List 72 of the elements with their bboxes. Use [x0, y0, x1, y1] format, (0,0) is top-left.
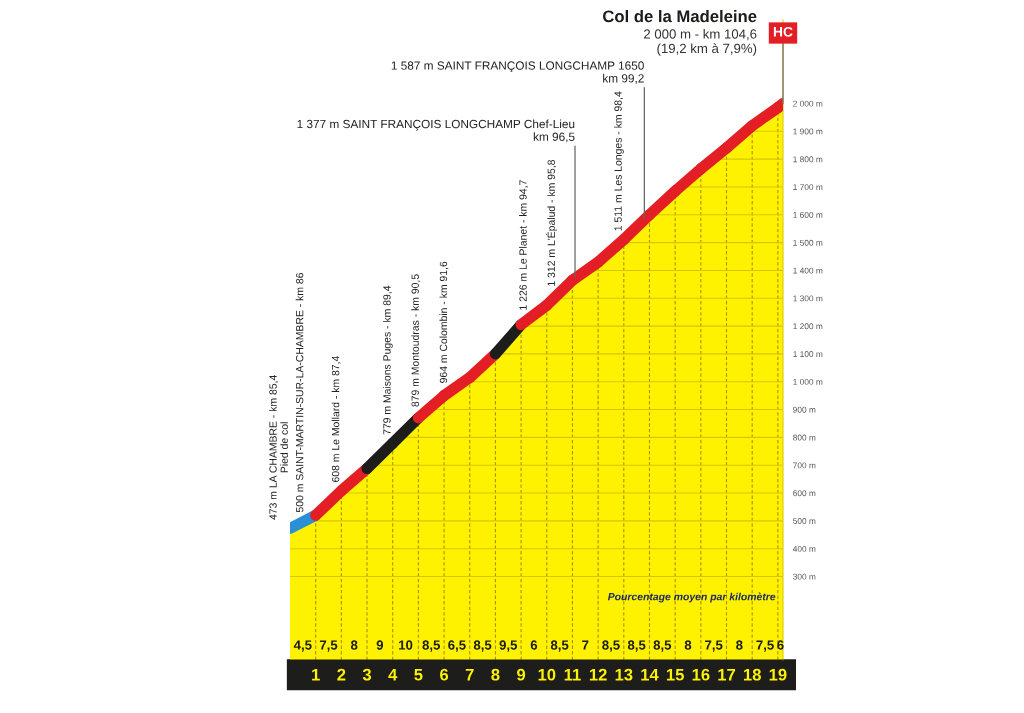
annotation: 4,5 — [293, 640, 312, 652]
annotation: 8 — [736, 640, 743, 650]
annotation: 1 377 m SAINT FRANÇOIS LONGCHAMP Chef-Lieu km 96,5 — [297, 119, 575, 143]
x-tick-label: 7 — [465, 668, 474, 681]
y-tick-label: 1 700 m — [793, 184, 823, 191]
annotation: 779 m Maisons Puges - km 89,4 — [383, 285, 393, 435]
annotation: 7,5 — [319, 640, 338, 652]
y-tick-label: 2 000 m — [793, 100, 823, 107]
y-tick-label: 1 400 m — [793, 267, 823, 274]
y-tick-label: 1 500 m — [793, 239, 823, 246]
annotation: 1 511 m Les Longes - km 98,4 — [614, 91, 624, 231]
annotation: 6 — [777, 640, 784, 650]
annotation: 1 226 m Le Planet - km 94,7 — [519, 180, 528, 310]
x-tick-label: 2 — [337, 668, 346, 681]
annotation: 9 — [376, 640, 384, 650]
annotation: 8 — [350, 640, 358, 650]
annotation: 8,5 — [627, 640, 646, 652]
y-tick-label: 1 800 m — [793, 156, 823, 163]
annotation: 1 312 m L'Épalud - km 95,8 — [545, 159, 558, 286]
annotation: 9,5 — [499, 640, 518, 652]
x-tick-label: 3 — [362, 668, 372, 681]
x-tick-label: 8 — [491, 668, 500, 681]
y-tick-label: 500 m — [793, 518, 816, 524]
annotation: 8,5 — [473, 640, 492, 652]
y-tick-label: 700 m — [793, 462, 816, 469]
annotation: 8,5 — [602, 640, 620, 652]
annotation: 500 m SAINT-MARTIN-SUR-LA-CHAMBRE - km 86 — [295, 272, 304, 513]
x-tick-label: 13 — [615, 668, 633, 681]
annotation: 8 — [684, 640, 692, 650]
x-tick-label: 9 — [517, 668, 526, 681]
x-tick-label: 5 — [414, 668, 423, 681]
text: 2 000 m - km 104,6 (19,2 km à 7,9%) — [644, 29, 757, 56]
x-tick-label: 12 — [589, 668, 607, 681]
chart-title: Col de la Madeleine — [603, 10, 757, 23]
x-tick-label: 10 — [538, 668, 556, 681]
annotation: 6 — [530, 640, 538, 650]
annotation: HC — [773, 26, 793, 37]
annotation: 608 m Le Mollard - km 87,4 — [331, 355, 341, 482]
x-tick-label: 18 — [743, 668, 761, 681]
annotation: 7 — [582, 640, 589, 650]
y-tick-label: 600 m — [793, 490, 816, 497]
y-tick-label: 900 m — [793, 406, 816, 413]
annotation: 473 m LA CHAMBRE - km 85,4 Pied de col — [269, 375, 288, 520]
annotation: 1 587 m SAINT FRANÇOIS LONGCHAMP 1650 km 99,2 — [391, 61, 644, 84]
x-tick-label: 16 — [692, 668, 710, 681]
annotation: 8,5 — [422, 640, 441, 652]
annotation: 7,5 — [756, 640, 774, 652]
annotation: 10 — [399, 640, 413, 650]
y-tick-label: 400 m — [792, 545, 816, 552]
annotation: 964 m Colombin - km 91,6 — [439, 261, 449, 383]
y-tick-label: 1 900 m — [793, 128, 823, 135]
annotation: 879 m Montoudras - km 90,5 — [411, 274, 421, 407]
annotation: 6,5 — [448, 640, 466, 652]
x-tick-label: 15 — [666, 668, 684, 681]
x-tick-label: 14 — [641, 668, 659, 681]
x-tick-label: 19 — [769, 668, 787, 681]
x-tick-label: 6 — [440, 668, 449, 681]
annotation: Pourcentage moyen par kilomètre — [607, 592, 776, 603]
y-tick-label: 1 200 m — [793, 323, 823, 330]
y-tick-label: 1 600 m — [793, 211, 823, 218]
x-tick-label: 1 — [312, 668, 320, 681]
x-tick-label: 4 — [388, 668, 398, 681]
annotation: 8,5 — [653, 640, 672, 652]
annotation: 8,5 — [550, 640, 569, 652]
y-tick-label: 1 100 m — [793, 351, 823, 358]
y-tick-label: 800 m — [793, 434, 816, 441]
x-tick-label: 11 — [564, 668, 581, 681]
y-tick-label: 300 m — [793, 573, 816, 580]
annotation: 7,5 — [705, 640, 723, 652]
x-tick-label: 17 — [718, 668, 736, 681]
y-tick-label: 1 300 m — [793, 295, 823, 302]
y-tick-label: 1 000 m — [793, 378, 823, 385]
